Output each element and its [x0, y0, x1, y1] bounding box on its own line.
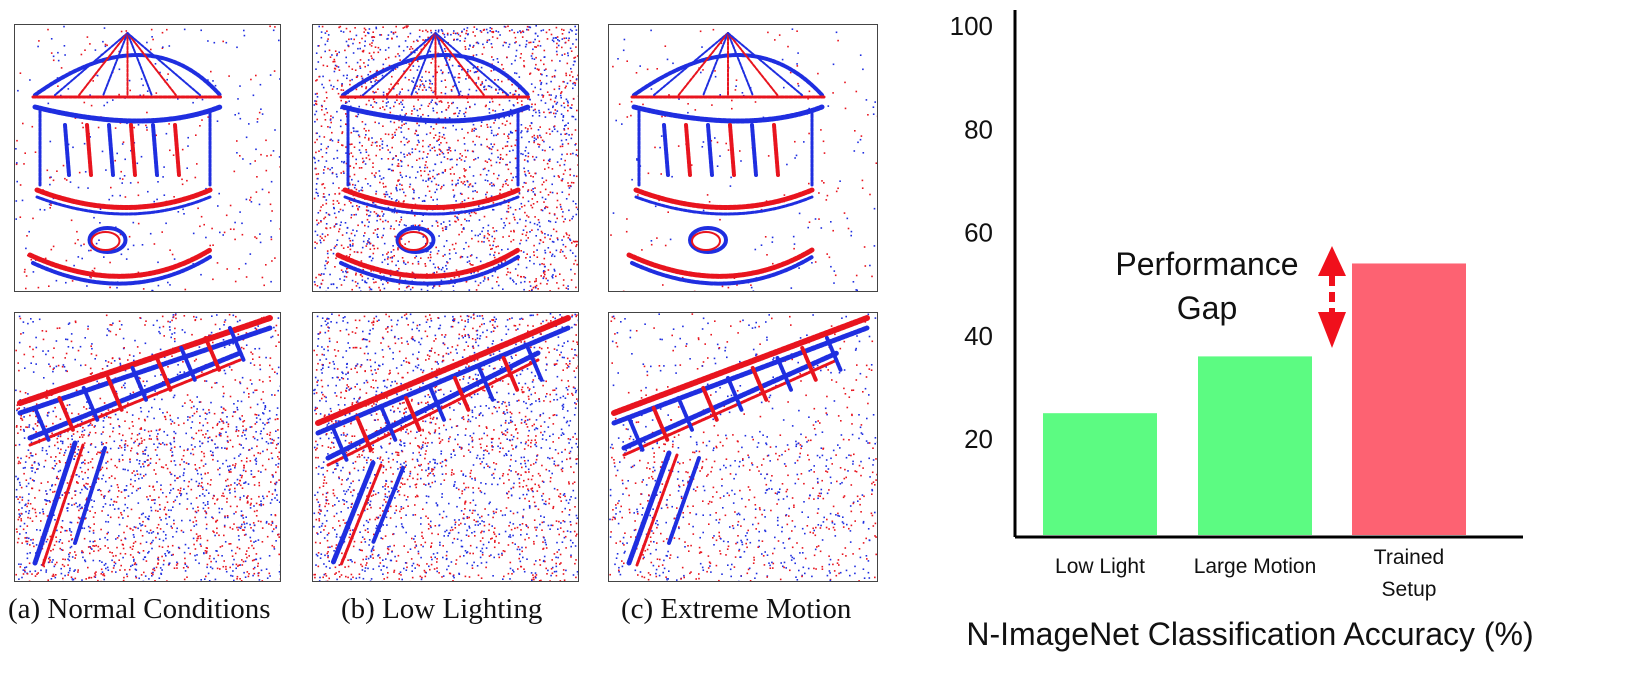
chart-y-ticks: 20 40 60 80 100 [950, 11, 993, 454]
y-tick-label: 60 [964, 218, 993, 248]
bar [1043, 413, 1157, 535]
annotation-label: Performance [1115, 246, 1298, 282]
chart-axes [1013, 10, 1523, 539]
chart-category-labels: Low Light Large Motion Trained Setup [1055, 546, 1444, 601]
event-image-bench-normal-texture [15, 313, 280, 581]
caption-extreme-motion: (c) Extreme Motion [621, 593, 852, 625]
event-image-bench-normal [14, 312, 281, 582]
y-tick-label: 100 [950, 11, 993, 41]
y-tick-label: 20 [964, 424, 993, 454]
caption-normal-conditions: (a) Normal Conditions [8, 593, 271, 625]
event-image-carousel-normal [14, 24, 281, 292]
annotation-label: Gap [1177, 290, 1237, 326]
event-image-bench-low-light-texture [313, 313, 578, 581]
x-category-label: Trained [1374, 546, 1444, 569]
y-tick-label: 80 [964, 114, 993, 144]
caption-low-lighting: (b) Low Lighting [341, 593, 543, 625]
arrow-up-icon [1318, 246, 1346, 276]
x-axis-title: N-ImageNet Classification Accuracy (%) [966, 616, 1533, 652]
arrow-down-icon [1318, 312, 1346, 348]
event-image-carousel-motion-texture [610, 28, 877, 291]
chart-bars [1043, 263, 1466, 535]
event-image-carousel-normal-texture [15, 25, 280, 291]
x-category-label: Setup [1382, 578, 1437, 601]
event-image-bench-motion [608, 312, 878, 582]
bar [1352, 263, 1466, 535]
event-image-carousel-low-light-texture [313, 25, 578, 291]
event-image-bench-motion-texture [609, 313, 877, 581]
x-category-label: Large Motion [1194, 555, 1317, 578]
event-image-carousel-motion [608, 24, 878, 292]
event-image-bench-low-light [312, 312, 579, 582]
x-category-label: Low Light [1055, 555, 1145, 578]
performance-gap-annotation: Performance Gap [1115, 246, 1346, 348]
bar [1198, 356, 1312, 535]
y-tick-label: 40 [964, 321, 993, 351]
event-image-carousel-low-light [312, 24, 579, 292]
